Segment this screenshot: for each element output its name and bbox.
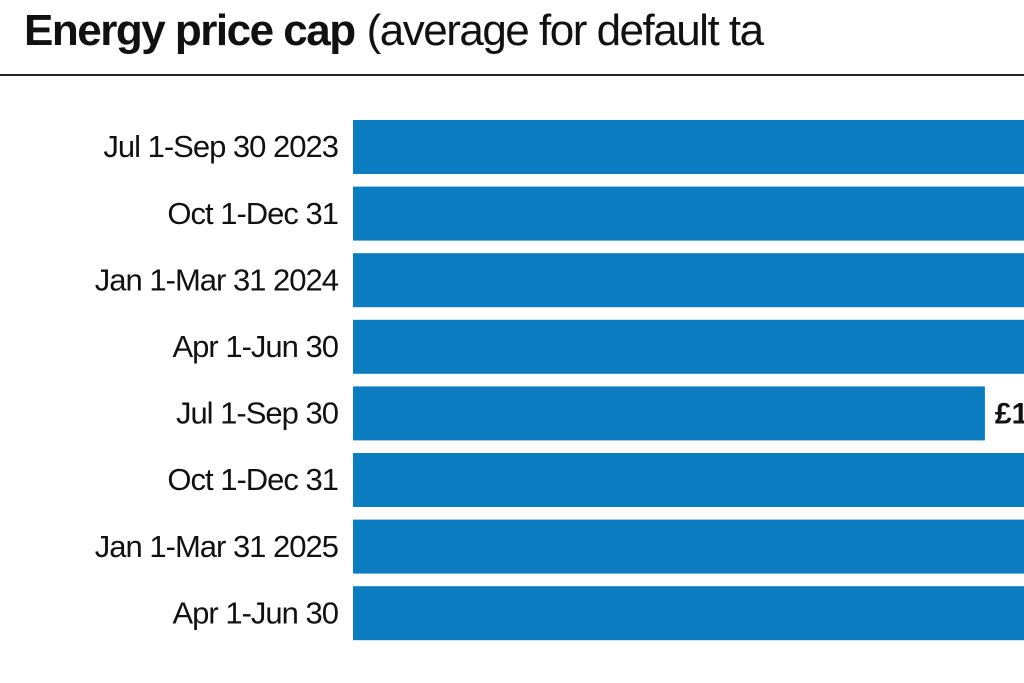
bar	[353, 319, 1024, 374]
category-label: Apr 1-Jun 30	[173, 595, 339, 630]
category-label: Jul 1-Sep 30	[176, 396, 339, 431]
subtitle: (average for default ta	[367, 6, 765, 55]
bars: Jul 1-Sep 30 2023 Oct 1-Dec 31 Jan 1-Mar 3…	[95, 120, 1024, 641]
category-label: Jan 1-Mar 31 2024	[95, 262, 339, 297]
title: Energy price cap	[24, 6, 355, 55]
bar	[353, 586, 1024, 641]
category-label: Oct 1-Dec 31	[167, 462, 338, 497]
bar	[353, 519, 1024, 574]
category-label: Jul 1-Sep 30 2023	[103, 129, 338, 164]
bar	[353, 386, 985, 441]
bar	[353, 120, 1024, 174]
value-label: £1,568	[995, 397, 1024, 430]
category-label: Jan 1-Mar 31 2025	[95, 529, 338, 564]
bar	[353, 253, 1024, 308]
bar	[353, 453, 1024, 507]
bar	[353, 186, 1024, 241]
chart-title: Energy price cap (average for default ta	[24, 6, 765, 55]
category-label: Oct 1-Dec 31	[167, 196, 338, 231]
category-label: Apr 1-Jun 30	[173, 329, 339, 364]
